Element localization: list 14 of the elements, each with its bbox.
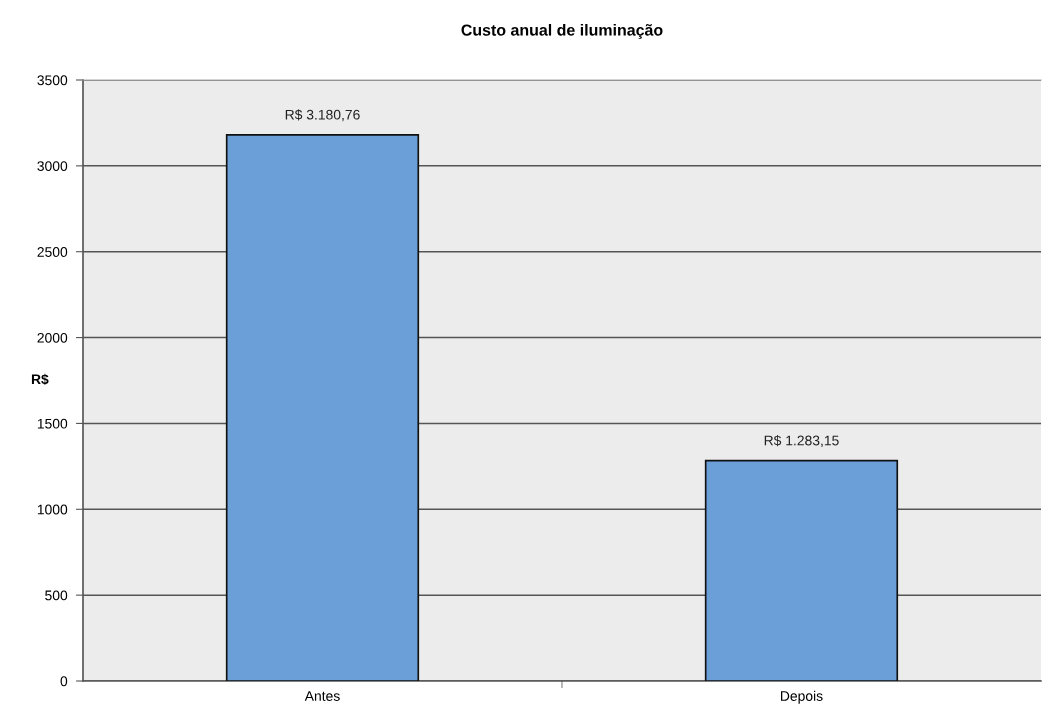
data-label: R$ 3.180,76: [285, 109, 360, 122]
y-tick-label: 1000: [37, 504, 68, 515]
data-label: R$ 1.283,15: [764, 435, 839, 448]
y-tick-label: 500: [45, 590, 68, 601]
y-tick-label: 3500: [37, 75, 68, 86]
y-tick-label: 1500: [37, 418, 68, 429]
x-tick-label: Depois: [780, 690, 823, 704]
y-tick-label: 0: [60, 676, 68, 687]
y-axis-title: R$: [31, 373, 49, 386]
y-tick-label: 2500: [37, 247, 68, 257]
y-tick-label: 2000: [37, 332, 68, 343]
x-tick-label: Antes: [304, 691, 340, 701]
chart-title: Custo anual de iluminação: [461, 23, 663, 39]
y-tick-label: 3000: [37, 161, 68, 172]
